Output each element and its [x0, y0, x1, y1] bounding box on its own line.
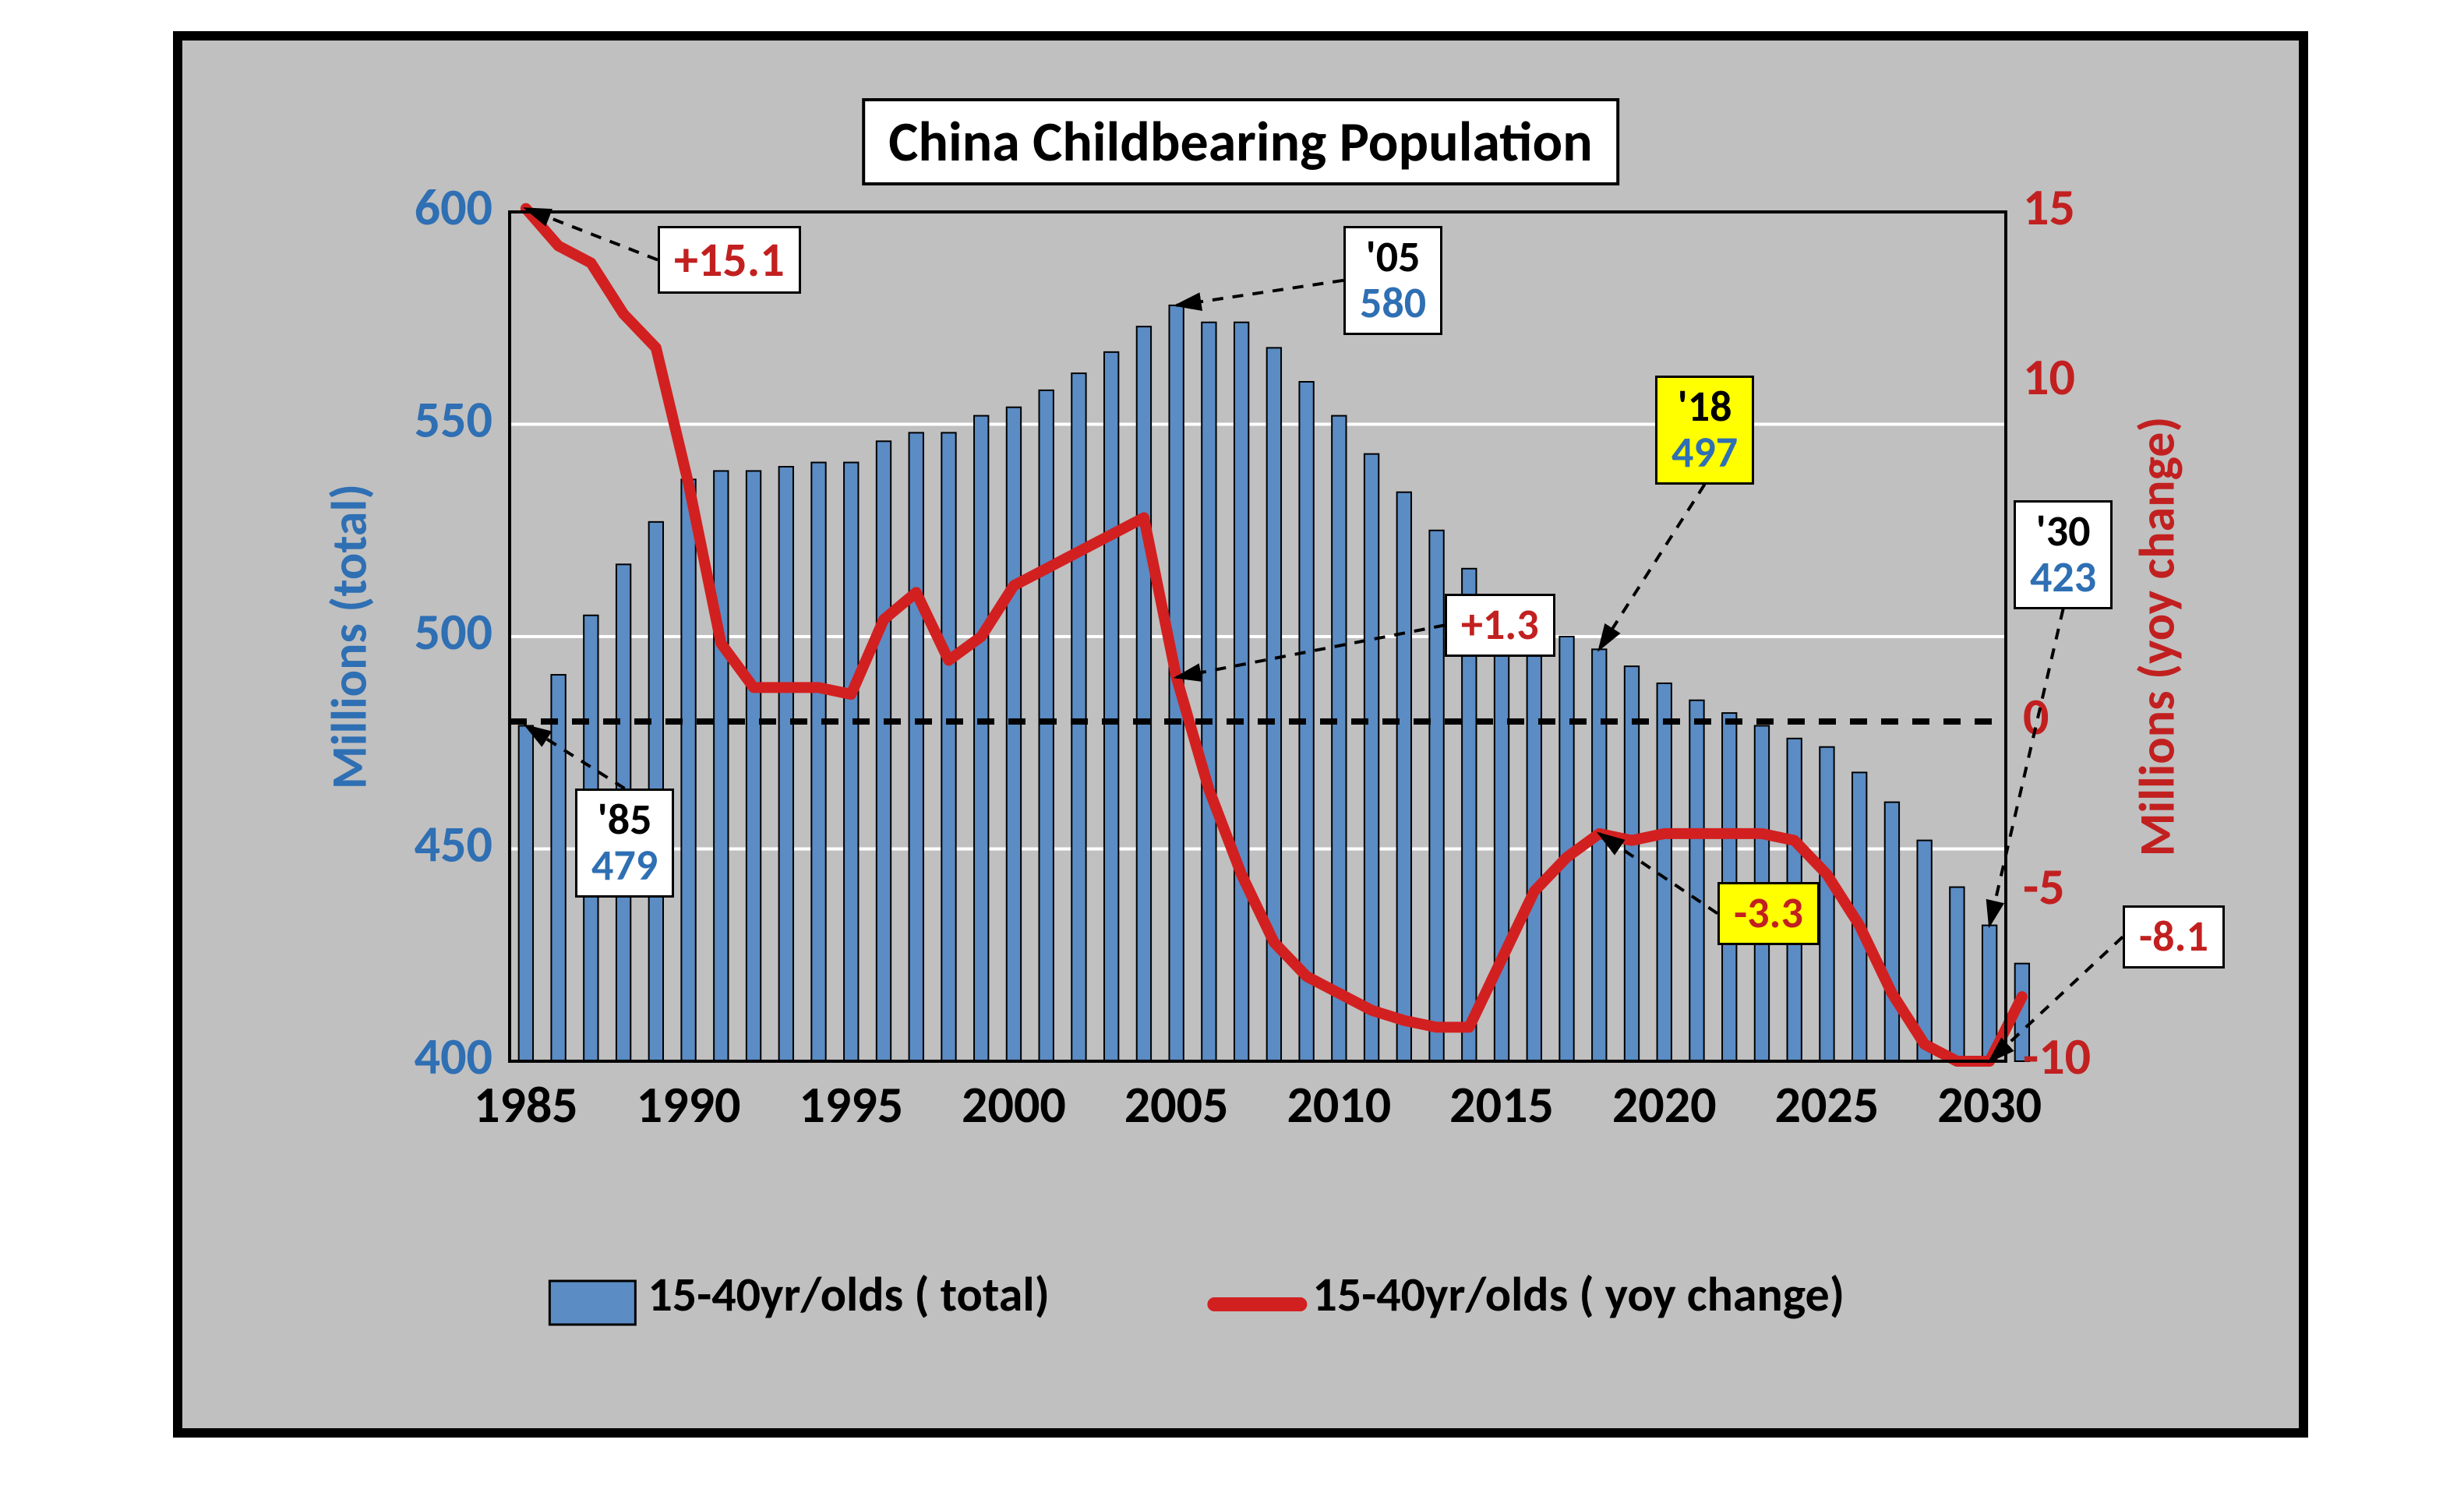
callout-leader — [1177, 280, 1343, 305]
bar — [1527, 619, 1541, 1061]
x-tick-label: 2005 — [1124, 1073, 1229, 1136]
bar — [1137, 326, 1151, 1061]
y-left-tick-label: 450 — [415, 813, 492, 876]
bar — [779, 467, 793, 1061]
callout-line1: -3.3 — [1734, 891, 1803, 937]
y-left-axis-label: Millions (total) — [319, 484, 380, 789]
callout-c81: -8.1 — [2123, 905, 2225, 969]
legend-label: 15-40yr/olds ( yoy change) — [1312, 1265, 1844, 1324]
bar — [1689, 700, 1703, 1061]
x-tick-label: 2020 — [1612, 1073, 1717, 1136]
callout-line1: +1.3 — [1461, 602, 1539, 648]
callout-c30: '30423 — [2014, 500, 2113, 609]
legend: 15-40yr/olds ( total) 15-40yr/olds ( yoy … — [549, 1265, 1844, 1325]
chart-svg: 400450500550600Millions (total)-10-50510… — [182, 41, 2318, 1447]
bar — [1234, 323, 1248, 1061]
x-tick-label: 2010 — [1287, 1073, 1391, 1136]
callout-line2: 497 — [1671, 430, 1738, 476]
callout-line1: '85 — [591, 797, 658, 843]
bar — [877, 441, 891, 1061]
chart-title: China Childbearing Population — [862, 98, 1619, 185]
callout-line2: 423 — [2030, 555, 2096, 601]
y-left-tick-label: 500 — [415, 600, 492, 663]
x-tick-label: 1985 — [474, 1073, 578, 1136]
bar — [1104, 352, 1118, 1061]
callout-line2: 580 — [1360, 280, 1426, 326]
callout-line1: +15.1 — [674, 235, 785, 285]
callout-line1: -8.1 — [2139, 914, 2208, 960]
callout-c33: -3.3 — [1717, 882, 1820, 945]
y-right-tick-label: -5 — [2023, 855, 2065, 918]
callout-line2: 479 — [591, 843, 658, 889]
callout-line1: '18 — [1671, 384, 1738, 430]
bar — [551, 675, 565, 1061]
y-right-tick-label: 0 — [2023, 685, 2049, 748]
callout-c85: '85479 — [575, 789, 674, 898]
bar — [1040, 390, 1054, 1061]
bar — [1820, 747, 1834, 1061]
callout-c05: '05580 — [1343, 226, 1442, 335]
y-right-tick-label: 10 — [2023, 345, 2075, 408]
callout-line1: '30 — [2030, 509, 2096, 555]
bar — [1364, 454, 1378, 1061]
x-tick-label: 2000 — [962, 1073, 1066, 1136]
bar — [1429, 531, 1443, 1061]
callout-c151: +15.1 — [658, 226, 801, 294]
callout-c18: '18497 — [1655, 376, 1754, 485]
bar — [909, 432, 923, 1061]
x-tick-label: 1990 — [637, 1073, 741, 1136]
y-left-tick-label: 600 — [415, 175, 492, 238]
bar — [714, 471, 728, 1061]
bar — [1071, 373, 1086, 1061]
x-tick-label: 2030 — [1937, 1073, 2042, 1136]
bar — [1495, 598, 1509, 1061]
callout-c13: +1.3 — [1445, 594, 1555, 657]
y-left-tick-label: 550 — [415, 388, 492, 451]
bar — [811, 463, 825, 1061]
y-right-axis-label: Millions (yoy change) — [2127, 417, 2188, 857]
bar — [1657, 683, 1671, 1061]
bar — [941, 432, 955, 1061]
bar — [844, 463, 858, 1061]
bar — [747, 471, 761, 1061]
callout-leader — [1599, 485, 1704, 650]
y-right-tick-label: 15 — [2023, 175, 2075, 238]
bar — [1397, 492, 1411, 1061]
bar — [1885, 803, 1899, 1061]
x-tick-label: 1995 — [799, 1073, 903, 1136]
callout-leader — [526, 725, 625, 789]
bar — [1592, 649, 1606, 1061]
bar — [1950, 887, 1964, 1061]
bar — [974, 416, 988, 1061]
bar — [1202, 323, 1216, 1061]
chart-frame: 400450500550600Millions (total)-10-50510… — [173, 31, 2308, 1438]
bar — [519, 725, 533, 1061]
x-tick-label: 2015 — [1449, 1073, 1554, 1136]
legend-swatch-bar — [549, 1281, 635, 1325]
bar — [1625, 666, 1639, 1061]
legend-label: 15-40yr/olds ( total) — [648, 1265, 1050, 1324]
bar — [1007, 408, 1021, 1061]
bar — [681, 479, 695, 1061]
callout-line1: '05 — [1360, 235, 1426, 280]
bar — [1332, 416, 1346, 1061]
x-tick-label: 2025 — [1775, 1073, 1880, 1136]
